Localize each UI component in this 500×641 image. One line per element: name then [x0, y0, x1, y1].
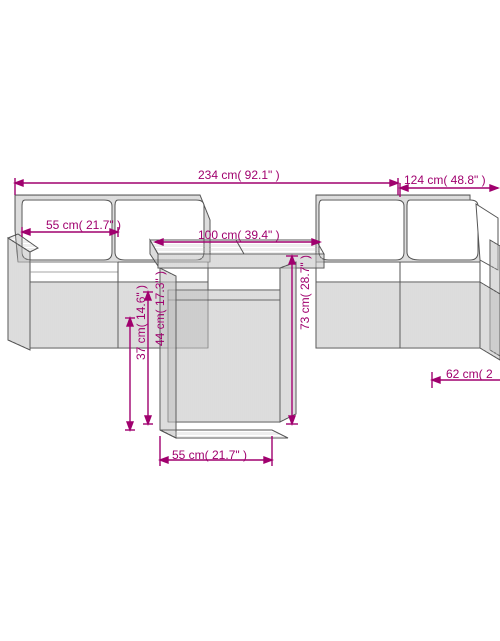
dim-seat-depth-right: 62 cm( 2: [446, 367, 493, 381]
sofa-right: [316, 195, 500, 380]
dim-seat-width: 55 cm( 21.7" ): [46, 218, 121, 232]
dim-table-base-w: 55 cm( 21.7" ): [172, 448, 247, 462]
furniture-drawing: [0, 0, 500, 641]
dim-table-inner-h: 44 cm( 17.3" ): [153, 271, 167, 346]
dim-table-top-width: 100 cm( 39.4" ): [198, 228, 280, 242]
dim-table-leg-h: 37 cm( 14.6" ): [134, 285, 148, 360]
diagram-stage: 234 cm( 92.1" ) 55 cm( 21.7" ) 100 cm( 3…: [0, 0, 500, 641]
dim-table-height: 73 cm( 28.7" ): [298, 255, 312, 330]
dim-overall-width: 234 cm( 92.1" ): [198, 168, 280, 182]
dim-depth-right: 124 cm( 48.8" ): [404, 173, 486, 187]
